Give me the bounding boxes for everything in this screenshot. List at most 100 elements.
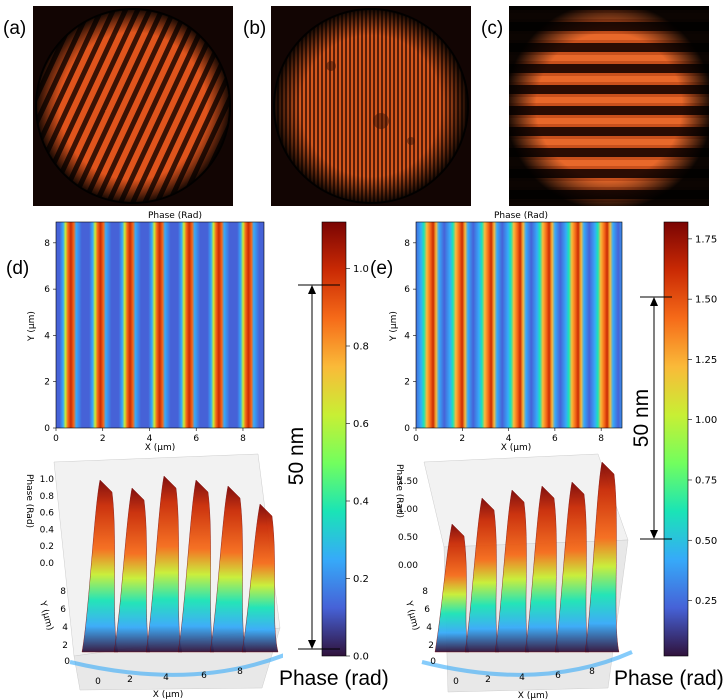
colorbar-tick: 0.4	[353, 497, 369, 508]
surface-ytick: 6	[60, 605, 66, 615]
map-ytick: 4	[44, 331, 50, 341]
surface-ytick: 4	[426, 623, 432, 633]
map-xtick: 8	[240, 434, 246, 444]
microscope-image-b	[271, 6, 471, 206]
map-ytick: 2	[404, 378, 410, 388]
colorbar-tick: 0.50	[695, 536, 717, 547]
surface-peak	[177, 479, 215, 653]
surface-ytick: 6	[424, 605, 430, 615]
horizontal-fringe-pattern	[509, 6, 709, 206]
diagonal-fringe-pattern	[33, 6, 233, 206]
surface-peak	[524, 485, 560, 653]
colorbar-tick: 1.75	[695, 234, 717, 245]
map-ytick: 2	[44, 378, 50, 388]
colorbar-tick: 0.0	[353, 652, 369, 663]
surface-peak	[494, 489, 530, 653]
surface-peak	[113, 487, 151, 653]
surface-xtick: 2	[485, 675, 491, 685]
surface-ztick: 1.0	[40, 475, 55, 485]
colorbar-e-gradient	[663, 221, 689, 657]
surface-d-ylabel: Y (μm)	[37, 599, 55, 631]
microscope-image-a	[33, 6, 233, 206]
surface-e-ylabel: Y (μm)	[403, 599, 421, 631]
scale-bar-d-label: 50 nm	[285, 427, 308, 485]
surface-xtick: 8	[237, 667, 243, 677]
surface-ytick: 2	[62, 641, 68, 651]
map-xtick: 6	[193, 434, 199, 444]
surface-trough	[69, 653, 283, 677]
colorbar-tick: 1.0	[353, 264, 369, 275]
map-xtick: 0	[53, 434, 59, 444]
colorbar-tick: 0.6	[353, 419, 369, 430]
colorbar-tick: 0.75	[695, 475, 717, 486]
surface-d-zlabel: Phase (Rad)	[24, 474, 34, 528]
map-xtick: 2	[100, 434, 106, 444]
map-xtick: 8	[598, 434, 604, 444]
map-xtick: 4	[506, 434, 512, 444]
surface-ztick: 0.0	[40, 559, 55, 569]
map-e-ylabel: Y (μm)	[389, 311, 399, 342]
panel-label-b: (b)	[243, 18, 267, 39]
surface-xtick: 6	[555, 671, 561, 681]
panel-label-c: (c)	[481, 18, 504, 39]
surface-peak	[209, 485, 247, 653]
colorbar-tick: 1.25	[695, 355, 717, 366]
surface-ytick: 8	[60, 587, 66, 597]
surface-e-xlabel: X (μm)	[518, 691, 549, 700]
vertical-fringe-pattern	[271, 6, 471, 206]
surface-peak	[434, 523, 470, 653]
colorbar-tick: 0.25	[695, 596, 717, 607]
map-ytick: 4	[404, 331, 410, 341]
colorbar-tick: 1.50	[695, 295, 717, 306]
colorbar-tick: 0.8	[353, 342, 369, 353]
surface-ztick: 0.8	[40, 492, 55, 502]
surface-ytick: 0	[430, 657, 436, 667]
colorbar-d-gradient	[321, 221, 347, 657]
colorbar-d: 1.0 0.8 0.6 0.4 0.2 0.0 50 nm	[285, 221, 369, 663]
surface-peak	[81, 479, 119, 653]
map-ytick: 8	[44, 239, 50, 249]
map-ytick: 0	[404, 424, 410, 434]
phase-map-d: Phase (Rad) 0 2 4 6 8 0 2 4 6 8 X (μm) Y (μm)	[27, 211, 265, 453]
surface-ytick: 2	[428, 641, 434, 651]
map-d-ylabel: Y (μm)	[27, 311, 37, 342]
surface-plot-d: Phase (Rad) 1.0 0.8 0.6 0.4 0.2 0.0 8 6 4 2 0 0 2 4…	[24, 453, 283, 700]
colorbar-tick: 0.2	[353, 574, 369, 585]
surface-xtick: 2	[127, 675, 133, 685]
surface-xtick: 0	[95, 677, 101, 687]
scale-bar-e-label: 50 nm	[632, 389, 653, 447]
surface-peak	[464, 497, 500, 653]
surface-d-xlabel: X (μm)	[153, 690, 184, 700]
surface-peak	[145, 475, 183, 653]
surface-peak	[241, 503, 279, 653]
surface-ytick: 8	[422, 587, 428, 597]
map-e-image	[416, 222, 622, 428]
colorbar-e: 1.75 1.50 1.25 1.00 0.75 0.50 0.25 50 nm	[632, 221, 717, 657]
surface-ztick: 1.50	[398, 477, 418, 487]
map-xtick: 4	[147, 434, 153, 444]
panel-label-a: (a)	[3, 18, 27, 39]
surface-ztick: 0.2	[40, 542, 54, 552]
surface-trough	[421, 650, 633, 677]
surface-plot-e: Phase (Rad) 1.50 1.00 0.50 0.00 8 6 4 2 0 0 2 4 6 8…	[394, 453, 633, 700]
map-xtick: 6	[552, 434, 558, 444]
surface-ztick: 1.00	[398, 505, 418, 515]
colorbar-e-label: Phase (rad)	[614, 667, 724, 690]
microscope-image-c	[509, 6, 709, 206]
map-ytick: 6	[404, 285, 410, 295]
surface-xtick: 4	[163, 673, 169, 683]
colorbar-tick: 1.00	[695, 415, 717, 426]
surface-xtick: 6	[201, 671, 207, 681]
map-d-xlabel: X (μm)	[145, 443, 176, 453]
map-xtick: 2	[459, 434, 465, 444]
colorbar-d-label: Phase (rad)	[279, 667, 389, 690]
map-ytick: 0	[44, 424, 50, 434]
surface-ztick: 0.50	[398, 533, 418, 543]
panel-label-d: (d)	[6, 258, 30, 279]
map-d-title: Phase (Rad)	[148, 211, 202, 221]
phase-map-e: Phase (Rad) 0 2 4 6 8 0 2 4 6 8 X (μm) Y (μm)	[389, 211, 623, 453]
surface-ytick: 4	[62, 623, 68, 633]
map-e-title: Phase (Rad)	[494, 211, 548, 221]
map-ytick: 8	[404, 239, 410, 249]
panel-label-e: (e)	[370, 258, 394, 279]
